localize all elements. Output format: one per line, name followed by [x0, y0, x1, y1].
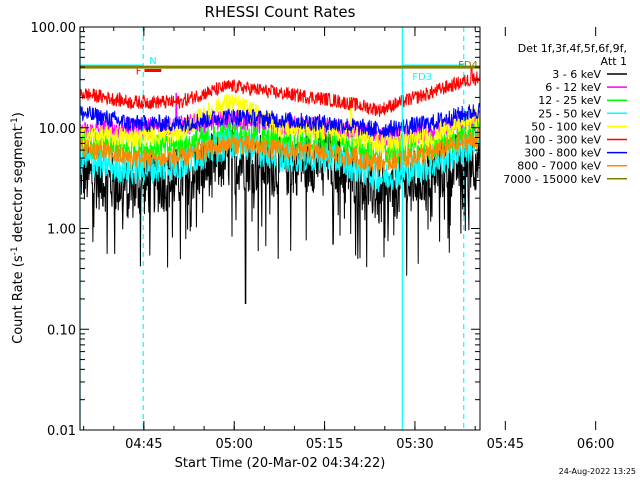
- legend-label: 25 - 50 keV: [538, 107, 601, 120]
- legend-label: 3 - 6 keV: [552, 68, 601, 81]
- footer-timestamp: 24-Aug-2022 13:25: [559, 467, 636, 476]
- y-axis-label-part: ): [11, 112, 26, 117]
- legend-label: 7000 - 15000 keV: [503, 173, 601, 186]
- x-axis-label: Start Time (20-Mar-02 04:34:22): [175, 456, 386, 471]
- x-tick-label: 05:00: [215, 437, 252, 452]
- legend-label: 800 - 7000 keV: [517, 160, 601, 173]
- y-axis-label-part: Count Rate (s: [11, 255, 26, 344]
- legend-label: 6 - 12 keV: [545, 81, 601, 94]
- y-axis-label-part: detector segment: [11, 126, 26, 246]
- x-tick-label: 05:30: [396, 437, 433, 452]
- legend: Det 1f,3f,4f,5f,6f,9f, Att 1 3 - 6 keV6 …: [503, 42, 627, 186]
- y-tick-label: 100.00: [31, 21, 77, 36]
- legend-label: 50 - 100 keV: [531, 120, 601, 133]
- y-axis-label-exponent: -1: [10, 117, 20, 126]
- flag-label: FD4: [458, 60, 478, 71]
- chart-title: RHESSI Count Rates: [205, 3, 356, 21]
- legend-label: 12 - 25 keV: [538, 94, 601, 107]
- y-axis-label: Count Rate (s-1 detector segment-1): [10, 112, 26, 344]
- y-tick-label: 0.10: [47, 323, 76, 338]
- series-line: [79, 119, 481, 167]
- x-tick-label: 06:00: [577, 437, 614, 452]
- legend-label: 300 - 800 keV: [524, 147, 601, 160]
- x-tick-label: 05:45: [487, 437, 524, 452]
- flag-label: FD3: [412, 72, 432, 83]
- legend-header-line: Det 1f,3f,4f,5f,6f,9f,: [518, 42, 627, 55]
- legend-header-line: Att 1: [601, 55, 627, 68]
- series-line: [79, 93, 481, 154]
- y-axis-label-exponent: -1: [10, 246, 20, 255]
- x-tick-label: 05:15: [306, 437, 343, 452]
- y-tick-label: 10.00: [39, 122, 76, 137]
- y-tick-label: 0.01: [47, 424, 76, 439]
- flag-label: F: [136, 67, 142, 78]
- x-tick-label: 04:45: [125, 437, 162, 452]
- series-line: [79, 103, 481, 138]
- series-layer: [79, 65, 481, 304]
- flag-label: N: [149, 56, 156, 67]
- y-tick-label: 1.00: [47, 223, 76, 238]
- axis-layer: 100.00 10.00 1.00 0.10 0.01 04:45 05:00 05:15 05…: [31, 21, 615, 452]
- legend-label: 100 - 300 keV: [524, 134, 601, 147]
- series-line: [79, 127, 481, 173]
- series-line: [79, 66, 481, 117]
